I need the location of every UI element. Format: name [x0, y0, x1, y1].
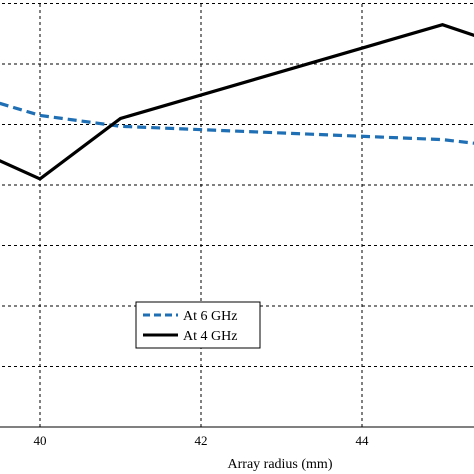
- series-layer: [0, 22, 474, 181]
- legend-label-4ghz: At 4 GHz: [183, 329, 237, 344]
- legend-label-6ghz: At 6 GHz: [183, 309, 237, 324]
- series-line-1: [0, 22, 474, 181]
- legend: At 6 GHz At 4 GHz: [135, 301, 261, 349]
- x-axis-label: Array radius (mm): [228, 457, 333, 472]
- x-tick-labels: 40424446485052: [34, 433, 370, 448]
- grid: [0, 3, 474, 428]
- x-tick-label-42: 42: [195, 433, 208, 448]
- legend-box: [135, 301, 261, 349]
- x-tick-label-40: 40: [34, 433, 47, 448]
- x-tick-label-44: 44: [356, 433, 370, 448]
